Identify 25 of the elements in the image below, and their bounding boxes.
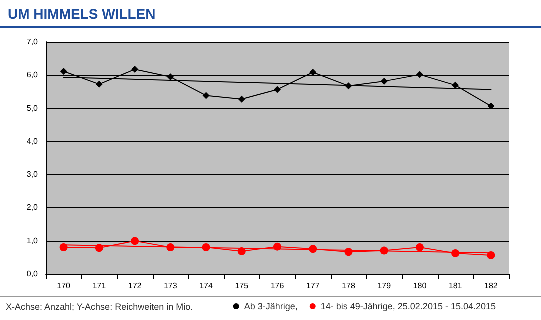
y-tick-label: 2,0 <box>26 203 39 212</box>
x-tick-label: 178 <box>342 282 356 290</box>
y-tick-label: 5,0 <box>26 104 39 113</box>
x-tick-label: 171 <box>92 282 107 290</box>
x-tick-label: 176 <box>270 282 285 290</box>
x-tick-label: 175 <box>235 282 250 290</box>
x-tick-label: 181 <box>448 282 463 290</box>
x-tick-label: 177 <box>306 282 320 290</box>
x-tick-label: 173 <box>164 282 178 290</box>
text: X-Achse: Anzahl; Y-Achse: Reichweiten in Mio. <box>6 302 194 312</box>
x-tick-label: 170 <box>57 282 72 290</box>
y-tick-label: 4,0 <box>26 136 39 146</box>
chart-title: UM HIMMELS WILLEN <box>8 6 156 22</box>
x-tick-label: 174 <box>200 282 214 290</box>
y-tick-label: 3,0 <box>26 170 39 180</box>
legend-label: 14- bis 49-Jährige, 25.02.2015 - 15.04.2015 <box>320 302 496 312</box>
x-tick-label: 179 <box>378 282 392 290</box>
legend-label: Ab 3-Jährige, <box>244 302 298 312</box>
y-tick-label: 0,0 <box>26 270 39 278</box>
x-tick-label: 180 <box>413 282 428 290</box>
y-tick-label: 7,0 <box>26 38 39 46</box>
y-tick-label: 6,0 <box>26 70 39 80</box>
x-tick-label: 172 <box>128 282 142 290</box>
y-tick-label: 1,0 <box>26 236 39 246</box>
x-tick-label: 182 <box>484 282 498 290</box>
